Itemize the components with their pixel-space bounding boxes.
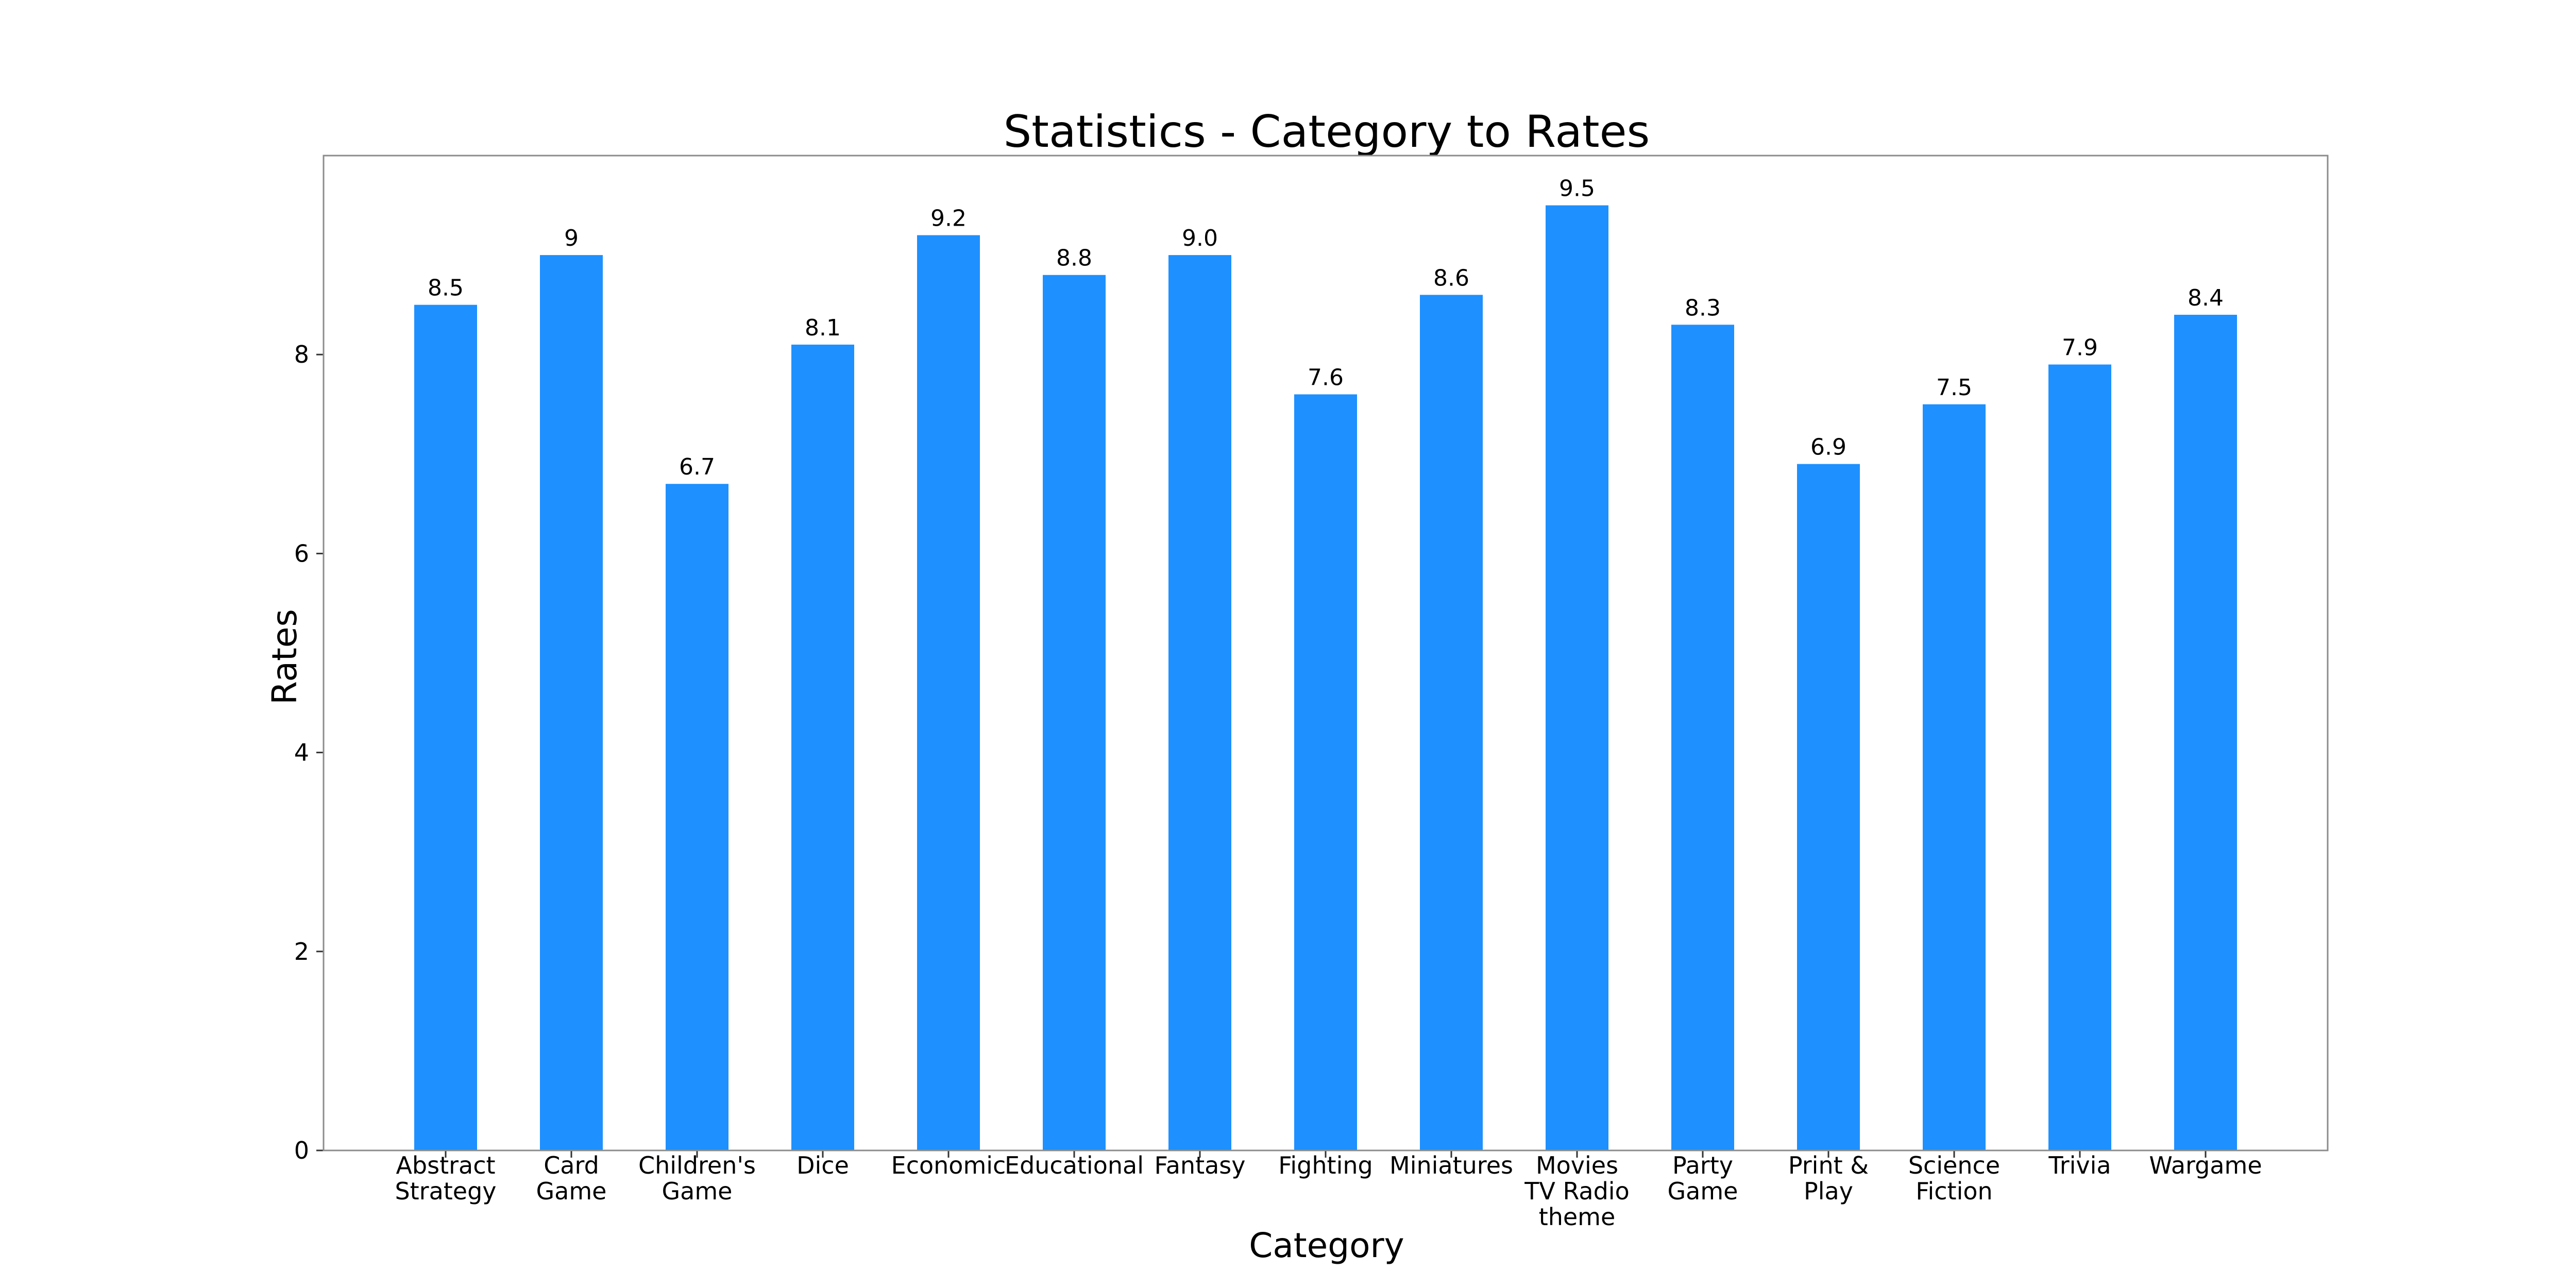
x-tick-label: Movies TV Radio theme [1524,1151,1629,1231]
x-tick-label: Fantasy [1155,1151,1246,1179]
x-tick-label-line: Movies [1536,1151,1618,1179]
y-tick-label: 6 [294,539,309,567]
x-tick-label: Dice [796,1151,849,1179]
bar-value-label: 8.4 [2188,285,2224,311]
x-tick-label: Children's Game [638,1151,756,1205]
plot-area-frame [323,155,2329,1151]
bar-children-s-game [666,484,728,1150]
bar-value-label: 8.1 [805,315,841,341]
bar-value-label: 9.0 [1182,225,1218,251]
bar-value-label: 9.5 [1559,176,1595,202]
x-tick-label-line: Economic [891,1151,1006,1179]
bar-educational [1043,275,1106,1150]
bar-value-label: 7.6 [1308,364,1344,391]
bar-value-label: 9 [564,225,579,251]
x-tick-label: Miniatures [1389,1151,1513,1179]
bar-party-game [1671,325,1734,1150]
x-tick-label-line: Fiction [1916,1177,1992,1205]
x-tick-label-line: Fighting [1278,1151,1372,1179]
bar-print-play [1797,464,1860,1150]
bar-value-label: 9.2 [930,205,967,231]
y-tick-label: 0 [294,1137,309,1164]
x-tick-label: Educational [1005,1151,1144,1179]
bar-value-label: 6.9 [1810,434,1846,461]
y-tick-label: 2 [294,938,309,965]
x-tick-label-line: Abstract [396,1151,495,1179]
bar-miniatures [1420,295,1483,1150]
x-tick-label-line: Party [1672,1151,1733,1179]
bar-dice [791,344,854,1150]
bar-value-label: 6.7 [679,454,715,480]
value-labels: 8.5 9 6.7 8.1 9.2 8.8 9.0 7.6 8.6 9.5 8.3 6.9 7.5 7.9… [428,176,2224,481]
x-tick-label: Print & Play [1788,1151,1869,1205]
x-tick-label-line: Science [1908,1151,2000,1179]
bar-abstract-strategy [414,304,477,1150]
x-tick-label-line: Trivia [2048,1151,2111,1179]
y-axis-label: Rates [265,609,304,705]
x-tick-label-line: Children's [638,1151,756,1179]
x-tick-label: Economic [891,1151,1006,1179]
bar-card-game [540,255,603,1151]
y-axis-ticks: 0 2 4 6 8 [294,341,324,1164]
y-tick-label: 4 [294,739,309,767]
x-tick-label-line: TV Radio [1524,1177,1629,1205]
x-tick-label-line: Card [544,1151,599,1179]
bar-fighting [1294,394,1357,1151]
x-tick-label-line: Wargame [2149,1151,2262,1179]
x-tick-label-line: Print & [1788,1151,1869,1179]
y-tick-label: 8 [294,341,309,368]
bar-value-label: 8.6 [1433,265,1469,291]
x-tick-label-line: theme [1539,1203,1616,1231]
bar-value-label: 8.8 [1056,245,1092,272]
bar-series [414,205,2237,1151]
bar-movies-tv-radio-theme [1546,205,1608,1150]
bar-fantasy [1168,255,1231,1151]
x-tick-label-line: Fantasy [1155,1151,1246,1179]
bar-science-fiction [1923,404,1986,1150]
bar-value-label: 8.5 [428,275,464,301]
bar-value-label: 8.3 [1685,295,1721,321]
x-tick-label: Wargame [2149,1151,2262,1179]
x-tick-label: Fighting [1278,1151,1372,1179]
x-tick-label: Card Game [536,1151,607,1205]
x-tick-label: Abstract Strategy [395,1151,496,1205]
x-tick-label-line: Miniatures [1389,1151,1513,1179]
x-tick-label: Science Fiction [1908,1151,2000,1205]
x-tick-label-line: Educational [1005,1151,1144,1179]
x-tick-label-line: Play [1804,1177,1853,1205]
bar-economic [917,235,980,1151]
bar-value-label: 7.9 [2062,335,2098,361]
x-tick-label-line: Game [662,1177,733,1205]
x-axis-label: Category [1249,1226,1404,1265]
x-tick-label-line: Game [1668,1177,1738,1205]
chart-title: Statistics - Category to Rates [1004,106,1650,158]
x-tick-label-line: Strategy [395,1177,496,1205]
x-tick-label: Party Game [1668,1151,1738,1205]
x-tick-label: Trivia [2048,1151,2111,1179]
bar-wargame [2174,314,2237,1151]
bar-trivia [2048,364,2111,1150]
x-tick-label-line: Game [536,1177,607,1205]
x-tick-label-line: Dice [796,1151,849,1179]
bar-value-label: 7.5 [1936,375,1972,401]
